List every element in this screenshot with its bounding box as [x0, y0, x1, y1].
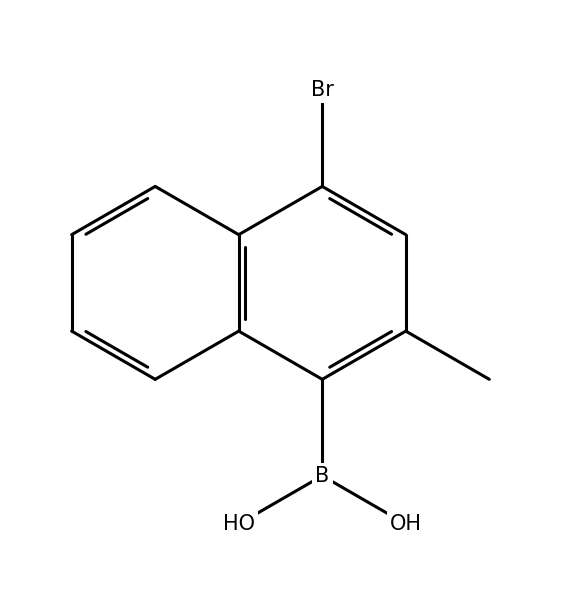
Text: Br: Br [311, 80, 334, 100]
Text: OH: OH [390, 514, 422, 534]
Text: HO: HO [223, 514, 255, 534]
Text: B: B [315, 466, 329, 486]
